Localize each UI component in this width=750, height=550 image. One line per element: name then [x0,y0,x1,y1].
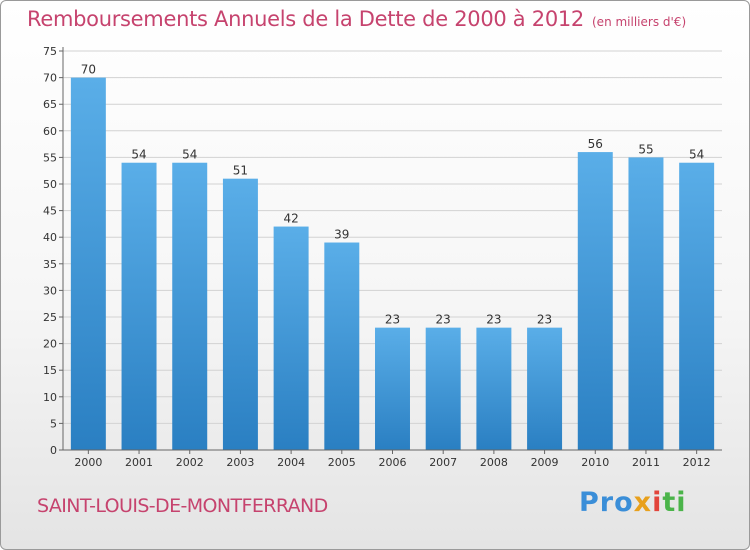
data-label: 23 [436,313,451,327]
data-label: 42 [283,212,298,226]
chart-title: Remboursements Annuels de la Dette de 20… [27,7,686,31]
y-tick-label: 30 [43,284,57,297]
data-label: 70 [81,63,96,77]
y-tick-label: 25 [43,311,57,324]
data-label: 23 [537,313,552,327]
x-tick-label: 2005 [328,456,356,469]
x-tick-label: 2007 [429,456,457,469]
y-tick-label: 10 [43,391,57,404]
bar [476,327,512,450]
x-tick-label: 2003 [226,456,254,469]
y-axis-ticks: 0 5 10 15 20 25 30 35 40 45 50 55 60 65 70 75 [43,45,63,457]
bar [273,226,309,450]
y-tick-label: 60 [43,125,57,138]
bar [324,242,360,450]
y-tick-label: 5 [50,417,57,430]
proxiti-logo: Proxiti [579,487,687,518]
data-labels: 70 54 54 51 42 39 23 23 23 23 56 55 54 [81,63,705,327]
x-tick-label: 2004 [277,456,305,469]
y-tick-label: 65 [43,98,57,111]
x-tick-label: 2009 [531,456,559,469]
bar [222,178,258,450]
y-tick-label: 15 [43,364,57,377]
city-name: SAINT-LOUIS-DE-MONTFERRAND [37,495,328,517]
axes [62,47,722,451]
bar [121,162,157,450]
y-tick-label: 45 [43,205,57,218]
bars [70,77,715,450]
x-tick-label: 2002 [176,456,204,469]
x-tick-label: 2012 [683,456,711,469]
bar [172,162,208,450]
data-label: 54 [182,148,197,162]
y-tick-label: 55 [43,151,57,164]
data-label: 56 [588,137,603,151]
chart-unit-note: (en milliers d'€) [592,15,687,29]
bar [679,162,715,450]
data-label: 51 [233,164,248,178]
y-tick-label: 70 [43,72,57,85]
x-tick-label: 2001 [125,456,153,469]
data-label: 23 [385,313,400,327]
x-tick-label: 2011 [632,456,660,469]
x-tick-label: 2006 [379,456,407,469]
data-label: 55 [638,142,653,156]
chart-title-text: Remboursements Annuels de la Dette de 20… [27,7,584,31]
bar [425,327,461,450]
bar [577,152,613,450]
y-tick-label: 50 [43,178,57,191]
y-tick-label: 40 [43,231,57,244]
x-tick-label: 2000 [74,456,102,469]
bar [527,327,563,450]
y-tick-label: 0 [50,444,57,457]
y-tick-label: 20 [43,338,57,351]
x-axis-ticks: 2000 2001 2002 2003 2004 2005 2006 2007 2008 2009… [74,450,711,469]
y-tick-label: 75 [43,45,57,58]
bar [70,77,106,450]
bar [628,157,664,450]
data-label: 23 [486,313,501,327]
y-tick-label: 35 [43,258,57,271]
data-label: 54 [131,148,146,162]
x-tick-label: 2008 [480,456,508,469]
data-label: 54 [689,148,704,162]
x-tick-label: 2010 [581,456,609,469]
bar [375,327,410,450]
data-label: 39 [334,228,349,242]
